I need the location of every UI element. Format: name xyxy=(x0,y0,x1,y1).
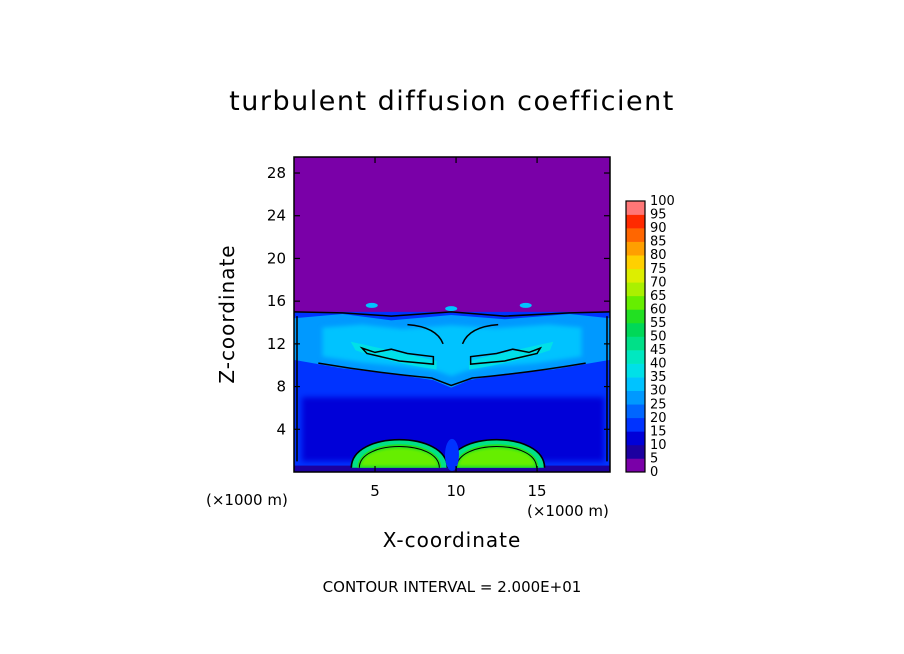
colorbar-swatch-13 xyxy=(626,282,645,297)
cloud-top-bump-2 xyxy=(445,306,458,312)
colorbar-label-0: 0 xyxy=(650,465,658,480)
colorbar-label-95: 95 xyxy=(650,208,667,223)
colorbar-label-55: 55 xyxy=(650,316,667,331)
y-tick-label-8: 8 xyxy=(276,378,286,396)
cloud-top-bump-1 xyxy=(519,302,532,308)
colorbar: 0510152025303540455055606570758085909510… xyxy=(625,194,675,480)
left-surface-cell-core xyxy=(361,448,438,466)
heatmap-field xyxy=(294,157,610,472)
contour-left-streak xyxy=(359,346,435,365)
colorbar-swatch-15 xyxy=(626,255,645,270)
colorbar-label-80: 80 xyxy=(650,248,667,263)
colorbar-label-65: 65 xyxy=(650,289,667,304)
contour-left-arc xyxy=(407,323,444,345)
right-surface-cell-inner-contour xyxy=(456,445,538,468)
colorbar-label-100: 100 xyxy=(650,194,675,209)
x-tick-label-10: 10 xyxy=(447,482,466,500)
contour-interval-note: CONTOUR INTERVAL = 2.000E+01 xyxy=(322,578,582,596)
colorbar-label-40: 40 xyxy=(650,357,667,372)
colorbar-swatch-18 xyxy=(626,214,645,229)
cells-gap xyxy=(445,438,459,471)
colorbar-swatch-12 xyxy=(626,295,645,310)
colorbar-swatch-1 xyxy=(626,444,645,459)
left-surface-cell-inner-contour xyxy=(358,445,440,468)
colorbar-label-5: 5 xyxy=(650,451,658,466)
x-unit-label-left: (×1000 m) xyxy=(206,491,288,509)
contour-right-arc xyxy=(461,323,499,345)
y-tick-label-4: 4 xyxy=(276,420,286,438)
y-tick-label-24: 24 xyxy=(267,207,286,225)
colorbar-swatch-6 xyxy=(626,377,645,391)
region-upper-calm xyxy=(294,157,610,314)
colorbar-swatch-0 xyxy=(626,458,645,473)
colorbar-label-15: 15 xyxy=(650,424,667,439)
colorbar-swatch-17 xyxy=(626,228,645,242)
colorbar-swatch-5 xyxy=(626,390,645,405)
colorbar-label-45: 45 xyxy=(650,343,667,358)
colorbar-swatch-19 xyxy=(626,201,645,215)
colorbar-label-20: 20 xyxy=(650,411,667,426)
colorbar-swatch-14 xyxy=(626,268,645,283)
colorbar-swatch-3 xyxy=(626,417,645,432)
colorbar-label-75: 75 xyxy=(650,262,667,277)
colorbar-swatch-10 xyxy=(626,322,645,337)
colorbar-frame xyxy=(625,200,646,473)
x-unit-label-right: (×1000 m) xyxy=(527,502,609,520)
x-axis-label: X-coordinate xyxy=(382,528,522,552)
colorbar-label-90: 90 xyxy=(650,221,667,236)
left-surface-cell-contour xyxy=(350,438,449,468)
colorbar-swatch-2 xyxy=(626,431,645,446)
colorbar-label-85: 85 xyxy=(650,235,667,250)
y-tick-label-28: 28 xyxy=(267,164,286,182)
right-surface-cell-core xyxy=(458,448,535,466)
chart-title: turbulent diffusion coefficient xyxy=(229,86,675,117)
colorbar-label-60: 60 xyxy=(650,302,667,317)
contour-mid-bottom xyxy=(318,362,586,387)
colorbar-swatch-8 xyxy=(626,350,645,364)
region-mid-core xyxy=(322,324,582,377)
x-tick-label-15: 15 xyxy=(528,482,547,500)
y-tick-label-12: 12 xyxy=(267,335,286,353)
x-tick-label-5: 5 xyxy=(370,482,380,500)
colorbar-swatch-4 xyxy=(626,404,645,419)
colorbar-label-35: 35 xyxy=(650,370,667,385)
contour-mid-top xyxy=(294,311,610,317)
colorbar-swatch-7 xyxy=(626,363,645,378)
colorbar-swatch-9 xyxy=(626,336,645,351)
colorbar-label-10: 10 xyxy=(650,438,667,453)
colorbar-label-30: 30 xyxy=(650,384,667,399)
cloud-top-bump-0 xyxy=(365,302,378,308)
colorbar-swatch-16 xyxy=(626,241,645,256)
contour-right-streak xyxy=(469,346,543,365)
axis-ticks: 4 8 12 16 20 24 28 5 10 15 xyxy=(267,157,610,500)
colorbar-swatch-11 xyxy=(626,309,645,324)
y-tick-label-20: 20 xyxy=(267,249,286,267)
colorbar-label-25: 25 xyxy=(650,397,667,412)
plot-frame xyxy=(293,156,611,473)
colorbar-label-50: 50 xyxy=(650,330,667,345)
colorbar-label-70: 70 xyxy=(650,275,667,290)
y-tick-label-16: 16 xyxy=(267,292,286,310)
